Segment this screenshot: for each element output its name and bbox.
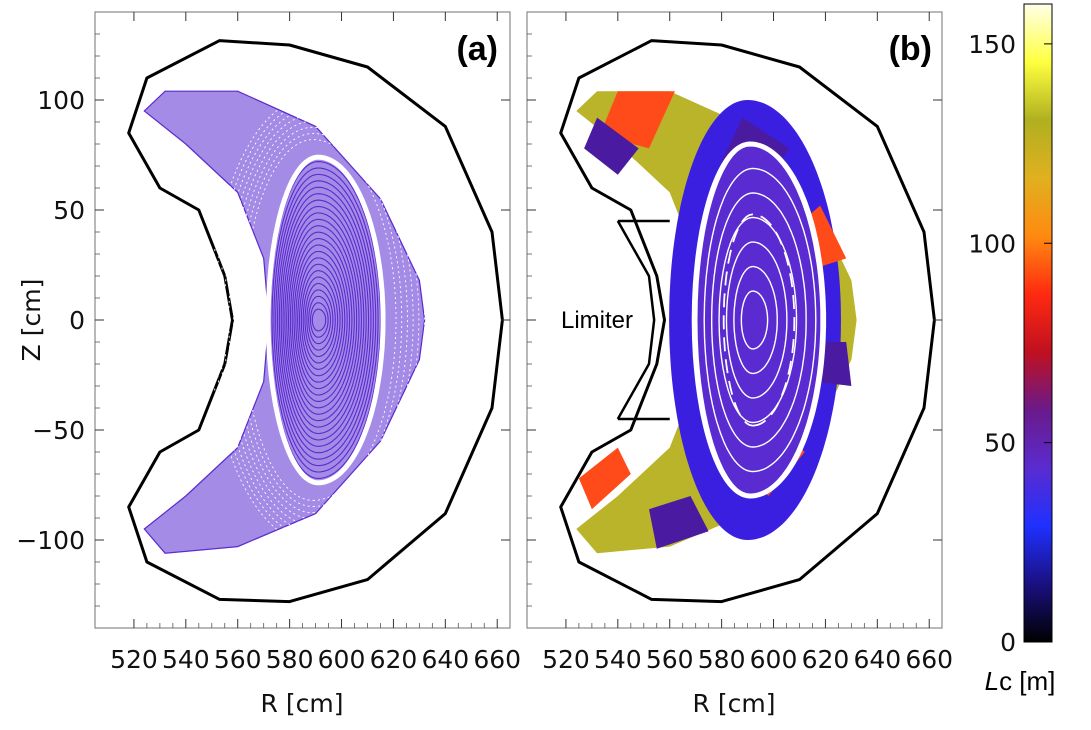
x-tick-label: 660: [905, 645, 953, 674]
core-flux-surface: [703, 167, 817, 473]
core-flux-surface: [744, 302, 764, 338]
x-tick-label: 540: [594, 645, 642, 674]
flux-surface: [287, 225, 358, 415]
core-flux-surface: [736, 278, 774, 362]
y-tick-label: −100: [16, 526, 85, 555]
x-tick-label: 520: [542, 645, 590, 674]
colorbar-ticks: 0 50 100 150: [968, 30, 1052, 657]
vessel-wall: [559, 39, 936, 604]
flux-surface: [311, 308, 327, 332]
flux-surface: [280, 199, 367, 441]
flux-surface: [297, 257, 346, 383]
core-flux-surface: [699, 155, 822, 485]
dashed-flux-surface: [722, 213, 796, 427]
panel-a-y-ticks: 100 50 0 −50 −100: [16, 33, 510, 607]
flux-surface: [291, 238, 353, 402]
y-tick-label: −50: [32, 416, 85, 445]
x-tick-label: 560: [214, 645, 262, 674]
core-flux-surface: [711, 192, 807, 448]
flux-surface: [308, 295, 332, 345]
panel-b-x-axis-title: R [cm]: [693, 689, 776, 718]
flux-surface: [302, 276, 339, 364]
y-tick-label: 0: [69, 306, 85, 335]
x-tick-label: 660: [473, 645, 521, 674]
x-tick-label: 600: [318, 645, 366, 674]
y-tick-label: 100: [37, 86, 85, 115]
x-tick-label: 620: [802, 645, 850, 674]
panel-a: 520 540 560 580 600 620 640 660 100 50 0 −50 −100 (…: [16, 11, 521, 674]
colorbar-tick-label: 100: [968, 229, 1016, 258]
panel-a-y-axis-title: Z [cm]: [17, 279, 46, 362]
stochastic-ring: [237, 132, 403, 508]
limiter-surface: [616, 220, 656, 420]
island-gap: [691, 141, 826, 499]
x-tick-label: 580: [266, 645, 314, 674]
connection-length-band: [649, 496, 709, 549]
panel-b-y-ticks: [527, 33, 942, 607]
flux-surface: [293, 244, 351, 396]
flux-surface: [273, 173, 377, 467]
core-flux-surface: [718, 216, 798, 424]
stochastic-ring: [242, 139, 397, 501]
limiter-label: Limiter: [561, 307, 633, 334]
core-flux-surface: [729, 253, 783, 387]
y-tick-label: 50: [53, 196, 85, 225]
flux-surface: [306, 289, 334, 351]
flux-surface: [284, 212, 362, 428]
connection-length-band: [584, 117, 639, 175]
core-flux-surface: [740, 290, 769, 350]
panel-b-x-ticks: 520 540 560 580 600 620 640 660: [542, 12, 953, 674]
flux-surface: [271, 167, 379, 473]
panel-b-plot-area: [559, 39, 936, 604]
x-tick-label: 580: [698, 645, 746, 674]
x-tick-label: 540: [162, 645, 210, 674]
x-tick-label: 640: [853, 645, 901, 674]
panel-a-plot-area: [127, 39, 504, 604]
flux-surface: [289, 231, 355, 409]
core-flux-surface: [707, 180, 812, 460]
x-tick-label: 640: [421, 645, 469, 674]
x-tick-label: 600: [750, 645, 798, 674]
flux-surface: [286, 218, 360, 422]
flux-surface: [282, 205, 365, 435]
flux-surface: [298, 263, 343, 377]
core-flux-surface: [725, 241, 788, 399]
stochastic-ring: [209, 96, 437, 544]
panel-a-x-ticks: 520 540 560 580 600 620 640 660: [110, 12, 521, 674]
flux-surface: [309, 302, 329, 338]
x-tick-label: 520: [110, 645, 158, 674]
island-gap: [265, 154, 386, 486]
colorbar-label-rest: c [m]: [999, 666, 1055, 696]
flux-surface: [295, 250, 348, 390]
colorbar-tick-label: 50: [984, 429, 1016, 458]
stochastic-ring: [223, 114, 420, 526]
core-flux-surface: [733, 265, 778, 375]
flux-surface: [278, 193, 370, 447]
flux-surface: [304, 282, 336, 358]
core-flux-surface: [714, 204, 802, 436]
x-tick-label: 560: [646, 645, 694, 674]
flux-surface: [300, 270, 341, 370]
x-tick-label: 620: [370, 645, 418, 674]
panel-a-tag: (a): [456, 30, 498, 68]
colorbar-tick-label: 150: [968, 30, 1016, 59]
colorbar-gradient: [1023, 3, 1053, 643]
stochastic-ring: [228, 120, 414, 520]
flux-surface: [276, 186, 372, 454]
panel-b-tag: (b): [889, 30, 932, 68]
connection-length-band: [578, 447, 631, 510]
panel-b: 520 540 560 580 600 620 640 660 (b) Limiter: [526, 11, 953, 674]
flux-surface: [275, 180, 374, 460]
panel-a-x-axis-title: R [cm]: [261, 689, 344, 718]
colorbar: 0 50 100 150 Lc [m]: [968, 3, 1056, 696]
colorbar-label-italic: L: [985, 666, 999, 696]
colorbar-tick-label: 0: [1000, 628, 1016, 657]
vessel-wall: [127, 39, 504, 604]
colorbar-label: Lc [m]: [985, 666, 1056, 696]
